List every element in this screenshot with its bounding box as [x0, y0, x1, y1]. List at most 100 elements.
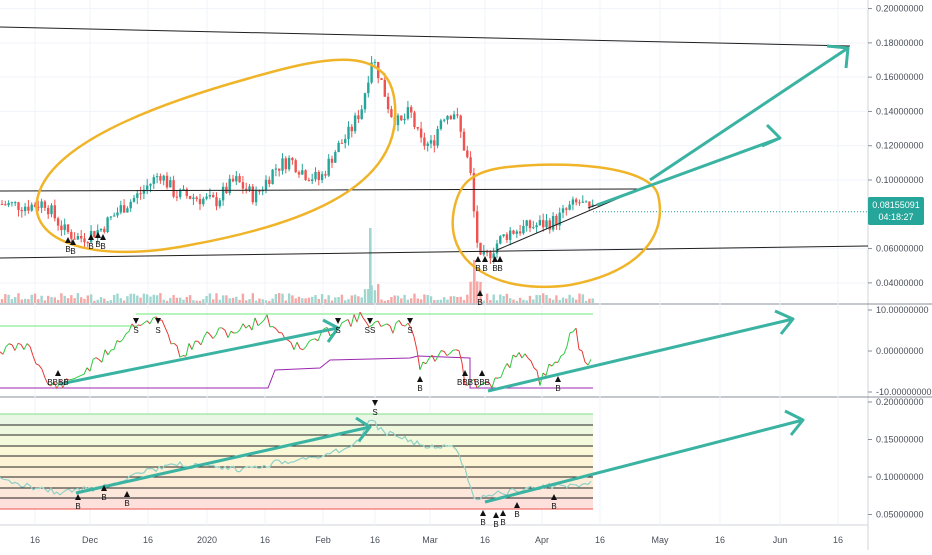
x-tick-label: Feb	[315, 535, 331, 545]
volume-bar	[512, 300, 514, 303]
volume-bar	[334, 297, 336, 303]
candle-body	[80, 236, 82, 238]
candle-body	[156, 176, 158, 177]
volume-bar	[196, 301, 198, 303]
x-tick-label: 16	[833, 535, 843, 545]
candle-body	[252, 186, 254, 202]
x-tick-label: May	[651, 535, 669, 545]
candle-body	[212, 195, 214, 197]
volume-bar	[222, 295, 224, 303]
volume-bar	[423, 294, 425, 303]
candle-body	[189, 196, 191, 199]
candle-body	[159, 176, 161, 181]
candle-body	[126, 208, 128, 212]
volume-bar	[387, 300, 389, 303]
volume-bar	[427, 295, 429, 303]
candle-body	[255, 191, 257, 202]
candle-body	[450, 116, 452, 119]
buy-signal-label: B	[100, 242, 105, 251]
volume-bar	[417, 298, 419, 303]
volume-bar	[532, 300, 534, 303]
candle-body	[535, 225, 537, 227]
volume-bar	[238, 300, 240, 303]
candle-body	[235, 176, 237, 181]
candle-body	[463, 132, 465, 151]
volume-bar	[377, 284, 379, 303]
volume-bar	[268, 301, 270, 303]
volume-bar	[182, 300, 184, 303]
y-tick-label: 0.04000000	[876, 278, 924, 288]
candle-body	[509, 231, 511, 240]
candle-body	[308, 180, 310, 181]
candle-body	[486, 252, 488, 253]
candle-body	[123, 205, 125, 212]
volume-bar	[54, 297, 56, 303]
buy-signal-label: BBB	[457, 378, 473, 387]
candle-body	[120, 205, 122, 212]
candle-body	[83, 238, 85, 242]
volume-bar	[100, 297, 102, 303]
volume-bar	[169, 298, 171, 303]
candle-body	[318, 172, 320, 180]
x-tick-label: Dec	[82, 535, 99, 545]
volume-bar	[27, 299, 29, 303]
candle-body	[166, 176, 168, 188]
volume-bar	[390, 297, 392, 303]
volume-bar	[502, 296, 504, 303]
volume-bar	[555, 295, 557, 303]
candle-body	[328, 159, 330, 176]
volume-bar	[215, 293, 217, 303]
candle-body	[440, 120, 442, 129]
volume-bar	[73, 298, 75, 303]
volume-bar	[189, 295, 191, 303]
candle-body	[163, 176, 165, 181]
volume-bar	[357, 296, 359, 303]
volume-bar	[64, 296, 66, 303]
osc-segment	[69, 379, 72, 380]
buy-signal-label: BBBB	[47, 378, 68, 387]
candle-body	[271, 170, 273, 184]
volume-bar	[509, 298, 511, 303]
candle-body	[64, 224, 66, 230]
volume-bar	[57, 300, 59, 303]
candle-body	[588, 201, 590, 206]
volume-bar	[380, 300, 382, 303]
volume-bar	[139, 298, 141, 303]
buy-signal-label: B	[101, 493, 106, 502]
volume-bar	[522, 300, 524, 303]
volume-bar	[209, 293, 211, 303]
candle-body	[275, 169, 277, 170]
candle-body	[403, 119, 405, 120]
volume-bar	[347, 299, 349, 303]
volume-bar	[235, 297, 237, 303]
lower-band-fill	[0, 498, 593, 509]
volume-bar	[232, 298, 234, 303]
candle-body	[407, 107, 409, 119]
candle-body	[413, 112, 415, 127]
volume-bar	[192, 300, 194, 303]
volume-bar	[202, 299, 204, 303]
last-price-label: 0.08155091 04:18:27	[868, 197, 924, 225]
candle-body	[364, 93, 366, 109]
volume-bar	[568, 295, 570, 303]
volume-bar	[489, 300, 491, 303]
candle-body	[324, 174, 326, 175]
lower-indicator-series	[0, 414, 593, 509]
buy-signal-label: B	[124, 499, 129, 508]
candle-body	[529, 220, 531, 228]
volume-bar	[526, 300, 528, 303]
volume-bar	[248, 299, 250, 303]
volume-bar	[176, 298, 178, 303]
x-tick-label: 16	[480, 535, 490, 545]
volume-bar	[384, 301, 386, 303]
sell-signal-label: S	[407, 326, 412, 335]
lower-band-fill	[0, 425, 593, 435]
volume-bar	[354, 295, 356, 303]
candle-body	[476, 211, 478, 242]
candle-body	[502, 234, 504, 236]
candle-body	[479, 243, 481, 255]
candle-body	[100, 229, 102, 230]
candle-body	[149, 184, 151, 186]
volume-bar	[1, 299, 3, 303]
